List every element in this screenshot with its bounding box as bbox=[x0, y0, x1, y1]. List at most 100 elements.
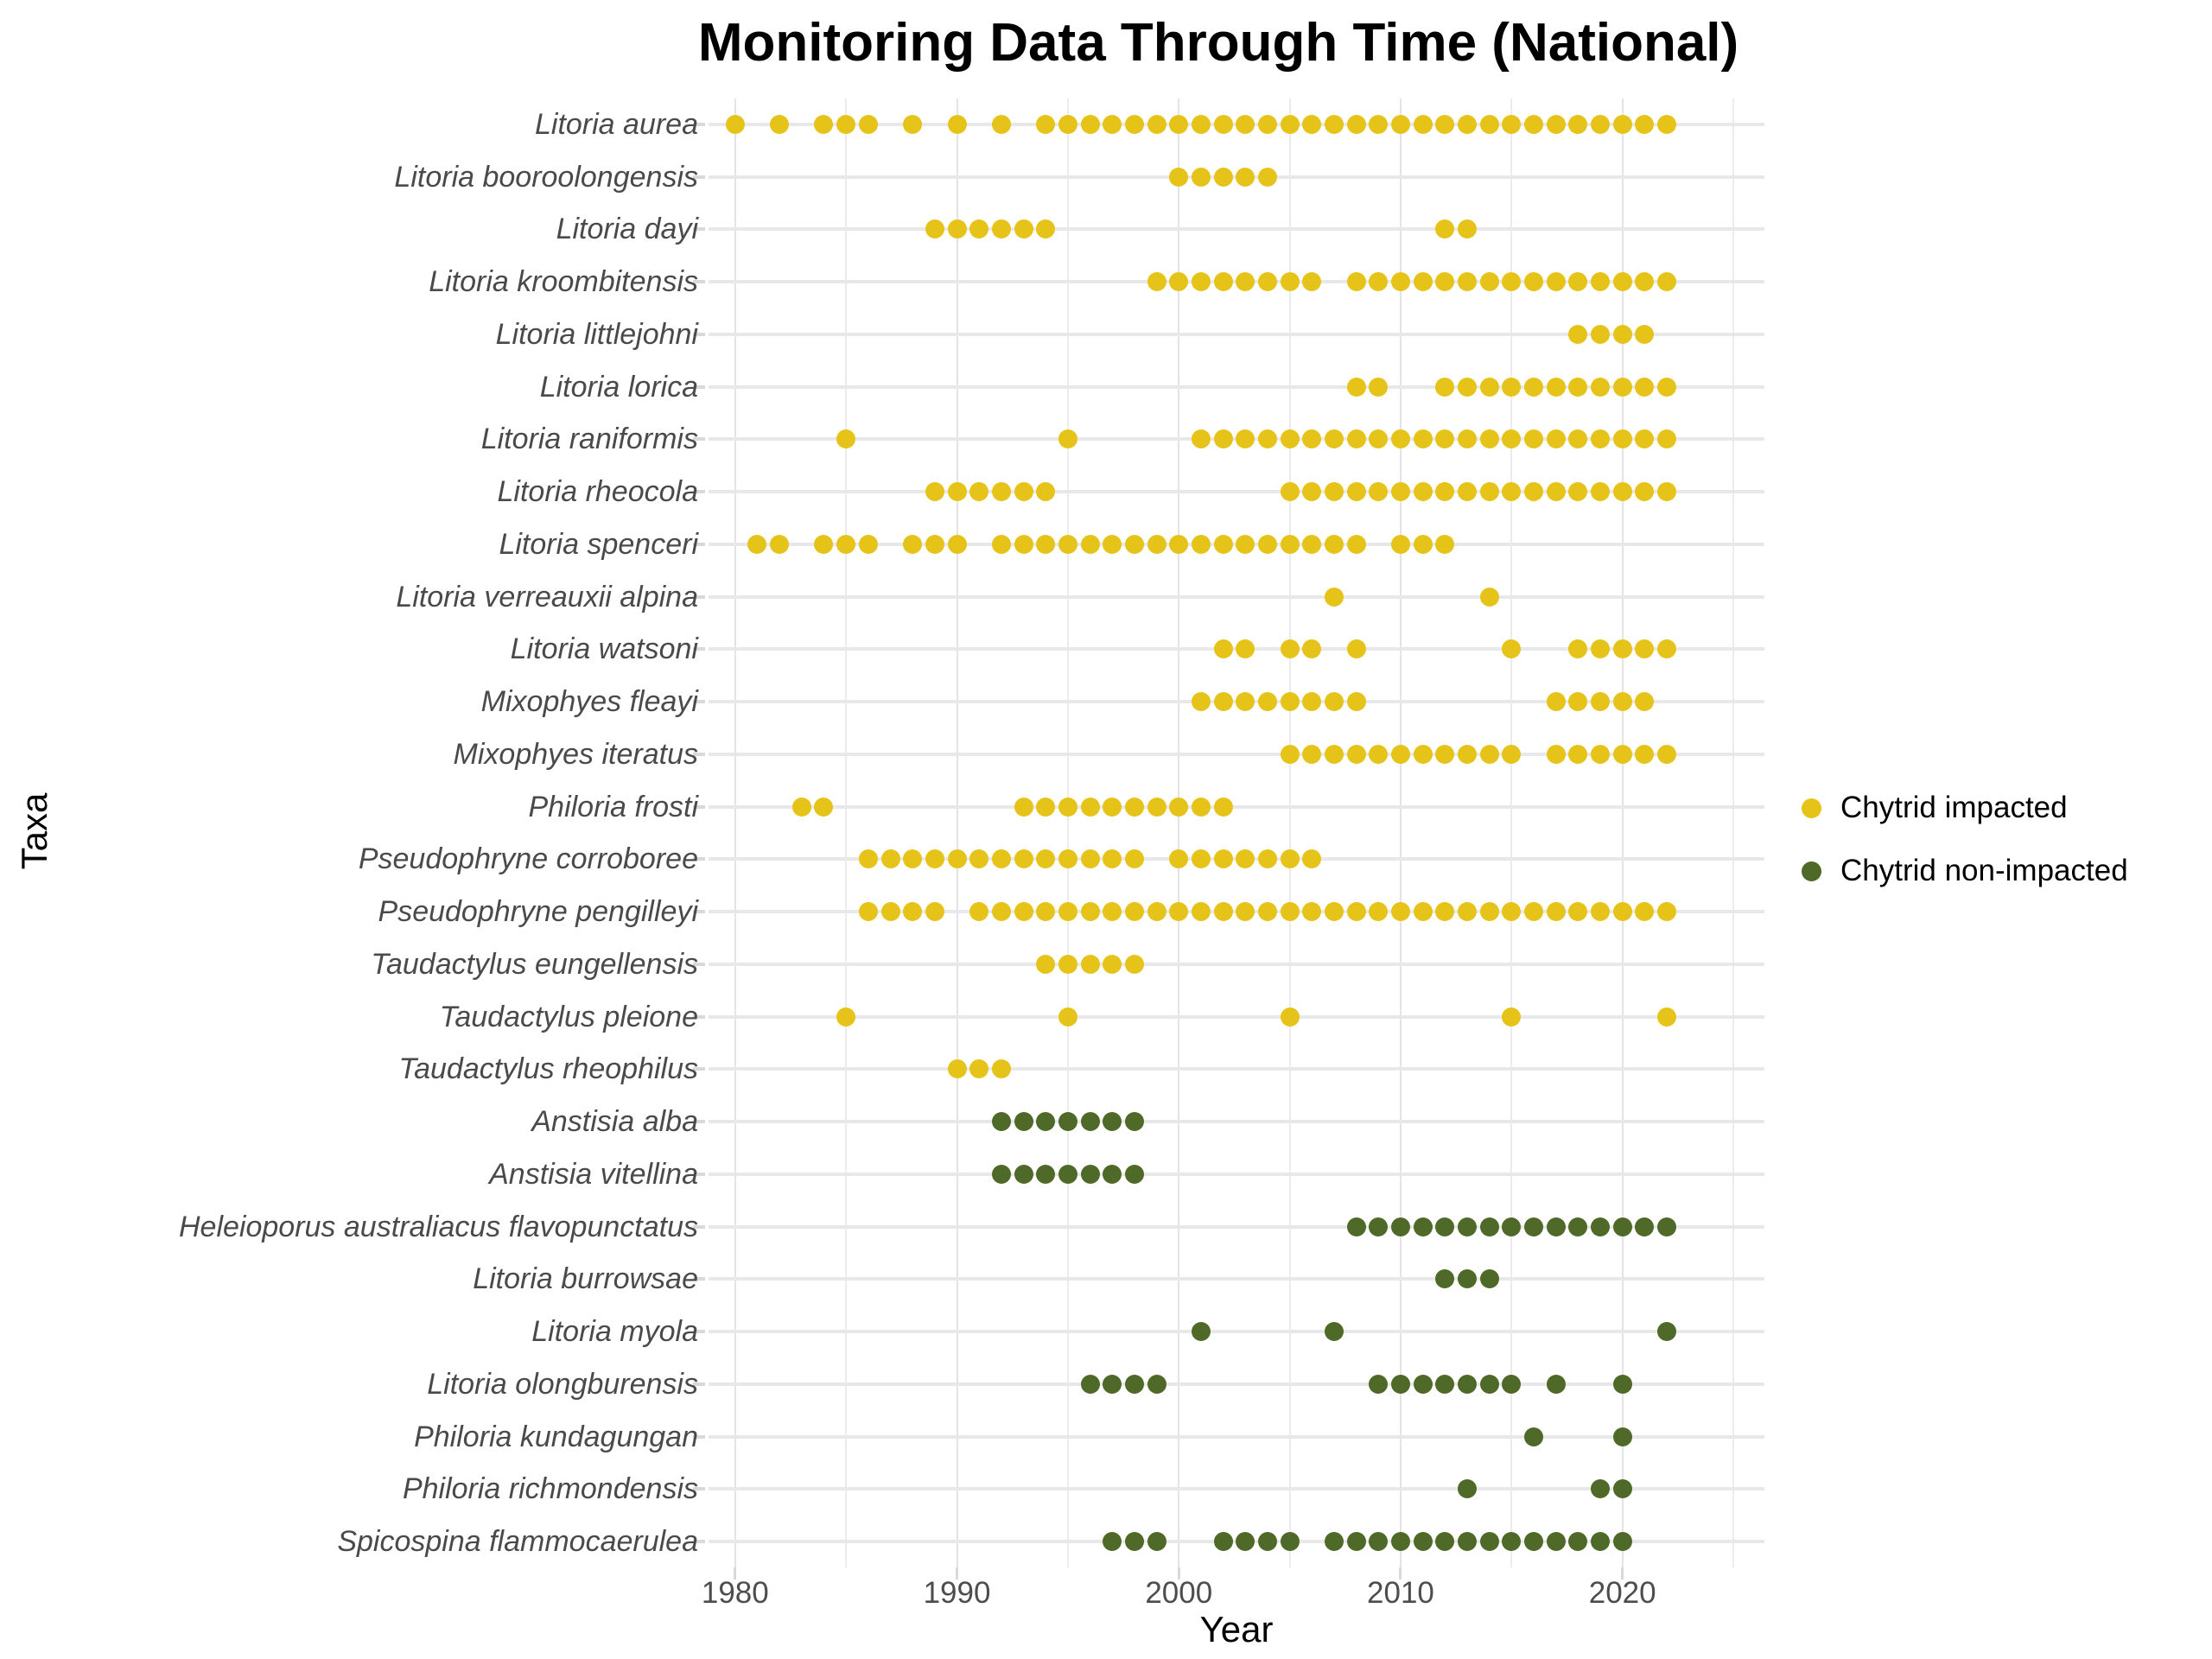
taxa-row-gridline bbox=[709, 804, 1764, 809]
data-point bbox=[903, 534, 923, 554]
data-point bbox=[1103, 1374, 1122, 1394]
y-axis-tick bbox=[693, 1487, 705, 1491]
data-point bbox=[1457, 482, 1477, 502]
data-point bbox=[1612, 744, 1632, 764]
data-point bbox=[1568, 692, 1588, 712]
y-axis-tick bbox=[693, 175, 705, 179]
data-point bbox=[1302, 115, 1322, 134]
y-tick-label: Pseudophryne pengilleyi bbox=[378, 895, 698, 929]
data-point bbox=[1524, 377, 1543, 397]
taxa-row-gridline bbox=[709, 332, 1764, 336]
data-point bbox=[1169, 167, 1189, 187]
y-tick-label: Litoria kroombitensis bbox=[429, 265, 698, 299]
data-point bbox=[1435, 744, 1455, 764]
data-point bbox=[1280, 639, 1300, 659]
data-point bbox=[991, 1164, 1011, 1184]
legend-swatch-dot bbox=[1802, 861, 1821, 881]
data-point bbox=[1568, 482, 1588, 502]
data-point bbox=[1591, 429, 1611, 449]
data-point bbox=[1479, 115, 1499, 134]
data-point bbox=[991, 219, 1011, 239]
legend-swatch-dot bbox=[1802, 798, 1821, 818]
data-point bbox=[1058, 849, 1077, 869]
y-axis-tick bbox=[693, 1172, 705, 1176]
chart-panel bbox=[709, 99, 1764, 1567]
data-point bbox=[1346, 429, 1366, 449]
y-axis-tick bbox=[693, 437, 705, 442]
data-point bbox=[1036, 902, 1056, 922]
data-point bbox=[991, 534, 1011, 554]
data-point bbox=[1257, 167, 1277, 187]
data-point bbox=[1058, 954, 1077, 974]
data-point bbox=[1280, 272, 1300, 292]
data-point bbox=[1280, 115, 1300, 134]
taxa-row-gridline bbox=[709, 1067, 1764, 1071]
data-point bbox=[1124, 849, 1144, 869]
data-point bbox=[1369, 272, 1389, 292]
data-point bbox=[1435, 482, 1455, 502]
x-axis-tick bbox=[1177, 1567, 1180, 1580]
data-point bbox=[1390, 115, 1410, 134]
data-point bbox=[1280, 902, 1300, 922]
data-point bbox=[1036, 1112, 1056, 1132]
data-point bbox=[1302, 272, 1322, 292]
data-point bbox=[1191, 429, 1211, 449]
data-point bbox=[1591, 272, 1611, 292]
data-point bbox=[1657, 272, 1677, 292]
data-point bbox=[1058, 534, 1077, 554]
data-point bbox=[1280, 744, 1300, 764]
data-point bbox=[1435, 429, 1455, 449]
y-axis-tick bbox=[693, 385, 705, 389]
y-tick-label: Litoria spenceri bbox=[499, 527, 698, 561]
data-point bbox=[1502, 272, 1522, 292]
data-point bbox=[1657, 482, 1677, 502]
data-point bbox=[1524, 902, 1543, 922]
data-point bbox=[1657, 902, 1677, 922]
y-axis-tick bbox=[693, 1120, 705, 1124]
taxa-row-gridline bbox=[709, 1330, 1764, 1334]
data-point bbox=[1280, 482, 1300, 502]
data-point bbox=[1058, 797, 1077, 817]
data-point bbox=[1591, 639, 1611, 659]
data-point bbox=[1169, 902, 1189, 922]
data-point bbox=[1413, 482, 1433, 502]
data-point bbox=[1657, 377, 1677, 397]
data-point bbox=[1591, 1532, 1611, 1551]
data-point bbox=[1502, 482, 1522, 502]
data-point bbox=[1479, 272, 1499, 292]
y-axis-tick bbox=[693, 962, 705, 966]
taxa-row-gridline bbox=[709, 1487, 1764, 1491]
y-axis-tick bbox=[693, 227, 705, 232]
y-tick-label: Litoria burrowsae bbox=[473, 1262, 698, 1296]
y-axis-tick bbox=[693, 332, 705, 336]
y-tick-label: Litoria lorica bbox=[539, 370, 698, 404]
data-point bbox=[1346, 902, 1366, 922]
data-point bbox=[1457, 219, 1477, 239]
data-point bbox=[1014, 1112, 1033, 1132]
y-tick-label: Litoria verreauxii alpina bbox=[396, 580, 698, 613]
data-point bbox=[1080, 1374, 1100, 1394]
data-point bbox=[1612, 692, 1632, 712]
data-point bbox=[1236, 272, 1255, 292]
data-point bbox=[1124, 1112, 1144, 1132]
data-point bbox=[1191, 167, 1211, 187]
y-axis-tick bbox=[693, 280, 705, 284]
data-point bbox=[1591, 482, 1611, 502]
data-point bbox=[1236, 167, 1255, 187]
data-point bbox=[1390, 1217, 1410, 1236]
data-point bbox=[725, 115, 745, 134]
data-point bbox=[1236, 692, 1255, 712]
data-point bbox=[1346, 115, 1366, 134]
y-tick-label: Litoria myola bbox=[531, 1315, 698, 1349]
y-tick-label: Mixophyes fleayi bbox=[480, 685, 698, 719]
data-point bbox=[1612, 1374, 1632, 1394]
data-point bbox=[1568, 324, 1588, 344]
data-point bbox=[1213, 167, 1233, 187]
data-point bbox=[1236, 1532, 1255, 1551]
data-point bbox=[1257, 1532, 1277, 1551]
data-point bbox=[1635, 902, 1655, 922]
chart-title: Monitoring Data Through Time (National) bbox=[697, 13, 1739, 73]
data-point bbox=[1546, 1374, 1566, 1394]
data-point bbox=[1103, 954, 1122, 974]
data-point bbox=[1036, 797, 1056, 817]
